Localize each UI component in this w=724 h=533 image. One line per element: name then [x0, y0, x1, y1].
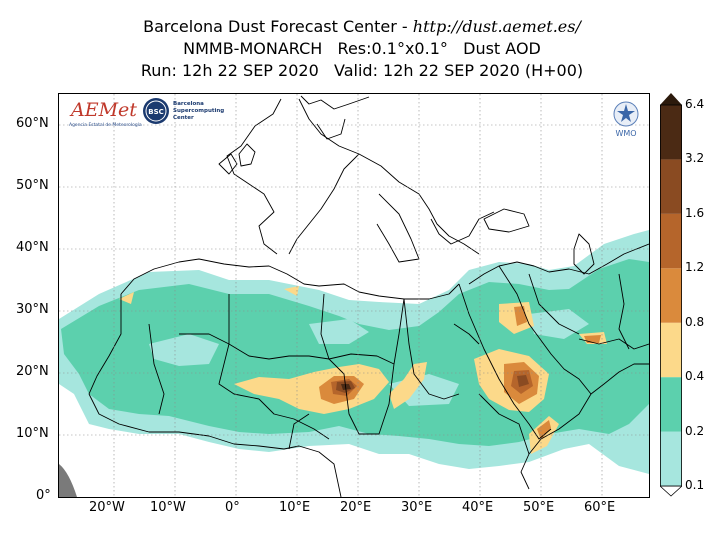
dust-aod-map: AEMet Agencia Estatal de Meteorología BS…	[58, 93, 650, 498]
bsc-logo-mark: BSC	[148, 108, 164, 116]
colorbar-under-triangle	[658, 485, 684, 497]
bsc-name-1: Barcelona	[173, 101, 204, 107]
colorbar-segment	[660, 431, 682, 486]
graticule	[59, 94, 649, 497]
lon-tick: 50°E	[523, 500, 555, 515]
colorbar-level-label: 1.6	[685, 205, 705, 220]
bsc-name-2: Supercomputing	[173, 108, 224, 114]
title-line-2: NMMB-MONARCH Res:0.1°x0.1° Dust AOD	[183, 39, 541, 58]
colorbar-segment	[660, 268, 682, 323]
chart-title: Barcelona Dust Forecast Center - http://…	[0, 16, 724, 82]
colorbar-frame	[660, 104, 683, 487]
aemet-logo: AEMet Agencia Estatal de Meteorología	[69, 99, 142, 128]
lon-tick: 20°E	[340, 500, 372, 515]
center-name: Barcelona Dust Forecast Center -	[143, 17, 413, 36]
colorbar-over-triangle	[660, 93, 682, 105]
lat-tick: 50°N	[16, 178, 49, 193]
land-corner	[59, 464, 77, 497]
aemet-logo-text: AEMet	[69, 99, 137, 121]
colorbar	[658, 93, 684, 498]
url-link[interactable]: http://dust.aemet.es/	[412, 17, 581, 36]
lon-tick: 20°W	[89, 500, 125, 515]
lat-tick: 40°N	[16, 240, 49, 255]
colorbar-segment	[660, 377, 682, 432]
bsc-logo: BSC Barcelona Supercomputing Center	[143, 98, 224, 124]
lat-tick: 20°N	[16, 364, 49, 379]
title-line-1: Barcelona Dust Forecast Center - http://…	[0, 16, 724, 38]
colorbar-level-label: 1.2	[685, 260, 705, 275]
wmo-logo: WMO	[613, 101, 639, 138]
colorbar-level-label: 0.8	[685, 314, 705, 329]
colorbar-level-label: 0.1	[685, 478, 705, 492]
colorbar-level-label: 0.4	[685, 369, 705, 384]
coastlines	[88, 95, 649, 497]
lat-tick: 0°	[36, 488, 51, 503]
wmo-logo-text: WMO	[615, 129, 636, 138]
lon-tick: 10°E	[279, 500, 311, 515]
bsc-name-3: Center	[173, 115, 194, 121]
colorbar-segment	[660, 105, 682, 160]
map-svg: AEMet Agencia Estatal de Meteorología BS…	[59, 94, 649, 497]
lon-tick: 60°E	[584, 500, 616, 515]
colorbar-level-label: 3.2	[685, 151, 705, 166]
aemet-logo-subtext: Agencia Estatal de Meteorología	[69, 121, 142, 128]
lon-tick: 0°	[225, 500, 240, 515]
lat-tick: 10°N	[16, 426, 49, 441]
colorbar-level-label: 0.2	[685, 423, 705, 438]
colorbar-svg	[658, 93, 684, 497]
title-line-3: Run: 12h 22 SEP 2020 Valid: 12h 22 SEP 2…	[140, 61, 584, 80]
lon-tick: 40°E	[462, 500, 494, 515]
lon-tick: 10°W	[150, 500, 186, 515]
lat-tick: 60°N	[16, 116, 49, 131]
colorbar-level-label: 6.4	[685, 97, 705, 111]
lon-tick: 30°E	[401, 500, 433, 515]
colorbar-segment	[660, 213, 682, 269]
lat-tick: 30°N	[16, 302, 49, 317]
colorbar-segment	[660, 322, 682, 378]
colorbar-segment	[660, 159, 682, 214]
